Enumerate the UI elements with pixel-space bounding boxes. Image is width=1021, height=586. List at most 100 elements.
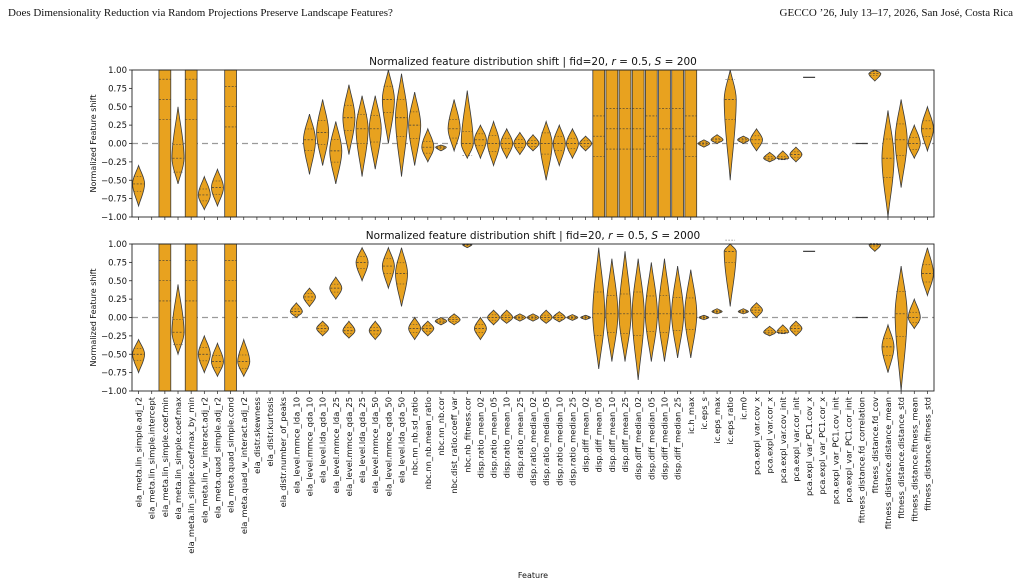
violin-body xyxy=(711,308,723,315)
violin-ela_level.lda_qda_10 xyxy=(316,320,330,337)
violin-body xyxy=(763,151,777,163)
y-tick-label: 1.00 xyxy=(108,240,127,250)
violin-pca.expl_var.cov_x xyxy=(750,302,763,319)
violin-body xyxy=(500,309,514,324)
violin-fitness_distance.fd_cov xyxy=(868,243,882,252)
violin-ela_level.mmce_lda_10 xyxy=(289,302,303,319)
violin-body xyxy=(408,91,422,166)
violin-body xyxy=(381,246,395,290)
x-tick-label: disp.diff_mean_10 xyxy=(607,397,617,472)
x-tick-label: ic.m0 xyxy=(738,397,748,420)
violin-disp.ratio_mean_02 xyxy=(473,316,487,341)
violin-disp.ratio_mean_10 xyxy=(500,127,514,160)
violin-pca.expl_var.cov_x xyxy=(750,127,763,152)
violin-body xyxy=(303,287,316,308)
x-tick-label: ic.eps_s xyxy=(699,397,709,430)
x-tick-label: pca.expl_var_PC1.cov_x xyxy=(804,397,814,496)
violin-ela_meta.lin_simple.coef.min xyxy=(158,243,172,392)
x-tick-label: ela_level.mmce_qda_25 xyxy=(344,397,354,496)
violin-disp.diff_median_05 xyxy=(644,262,658,362)
violin-nbc.nb_fitness.cor xyxy=(460,90,474,160)
violin-ela_level.mmce_qda_25 xyxy=(342,84,356,155)
x-tick-label: disp.ratio_median_02 xyxy=(528,397,538,486)
violin-fitness_distance.fitness_std xyxy=(920,105,934,153)
violin-body xyxy=(368,95,382,170)
x-tick-label: ela_meta.quad_simple.adj_r2 xyxy=(212,397,222,518)
violin-body xyxy=(645,69,658,218)
x-tick-label: disp.diff_mean_05 xyxy=(594,397,604,472)
violin-ela_meta.quad_simple.cond xyxy=(224,243,237,392)
x-tick-label: ela_level.lda_qda_25 xyxy=(357,397,367,483)
x-tick-label: ela_level.mmce_qda_10 xyxy=(304,397,314,496)
violin-body xyxy=(894,265,908,392)
title-s-value: 200 xyxy=(677,56,697,68)
violin-body xyxy=(907,123,921,160)
violin-ela_level.mmce_lda_25 xyxy=(329,121,343,184)
violin-fitness_distance.distance_mean xyxy=(881,323,895,373)
violin-body xyxy=(605,258,619,362)
violin-body xyxy=(435,144,447,152)
violin-disp.ratio_median_05 xyxy=(539,309,553,324)
violin-body xyxy=(907,297,921,330)
violin-disp.ratio_mean_25 xyxy=(513,131,527,156)
x-tick-label: disp.ratio_mean_05 xyxy=(489,397,499,478)
title-r-symbol: r xyxy=(611,56,616,68)
violin-body xyxy=(355,95,369,177)
violin-ela_meta.quad_w_interact.adj_r2 xyxy=(237,338,251,378)
x-tick-label: fitness_distance.fitness_std xyxy=(922,397,932,511)
violin-body xyxy=(395,247,408,307)
x-tick-label: ela_level.lda_qda_10 xyxy=(318,397,328,483)
x-tick-label: disp.ratio_median_25 xyxy=(567,397,577,486)
violin-body xyxy=(723,243,737,307)
x-tick-label: nbc.nb_fitness.cor xyxy=(462,396,472,472)
x-tick-label: disp.diff_median_02 xyxy=(633,397,643,480)
violin-nbc.nn_nb.cor xyxy=(434,317,448,326)
x-tick-label: fitness_distance.distance_mean xyxy=(883,397,893,529)
violin-disp.ratio_mean_25 xyxy=(513,313,527,322)
title-r-value: 0.5 xyxy=(631,56,648,68)
x-tick-label: disp.diff_median_10 xyxy=(659,397,669,480)
violin-body xyxy=(342,320,356,339)
violin-body xyxy=(868,243,882,252)
y-tick-label: 1.00 xyxy=(108,66,127,76)
y-tick-label: −0.75 xyxy=(101,195,127,205)
violin-disp.diff_mean_10 xyxy=(605,69,619,218)
violin-disp.diff_median_02 xyxy=(631,258,645,381)
title-r-eq: = xyxy=(612,230,627,242)
violin-disp.ratio_median_02 xyxy=(526,313,540,322)
violin-body xyxy=(539,309,553,324)
violin-ela_level.lda_qda_50 xyxy=(395,73,408,177)
y-tick-label: −1.00 xyxy=(101,213,127,223)
violin-disp.ratio_median_05 xyxy=(539,119,553,181)
running-header-venue: GECCO ’26, July 13–17, 2026, San José, C… xyxy=(779,7,1013,19)
x-tick-label: ela_level.lda_qda_50 xyxy=(397,397,407,483)
violin-disp.ratio_median_10 xyxy=(552,123,566,168)
violin-body xyxy=(539,119,553,181)
title-r-eq: = xyxy=(616,56,631,68)
violin-body xyxy=(671,265,685,358)
violin-body xyxy=(776,324,790,335)
violin-body xyxy=(881,110,895,218)
violin-pca.expl_var.cor_x xyxy=(763,325,777,337)
x-tick-label: ela_meta.quad_w_interact.adj_r2 xyxy=(239,397,249,534)
x-tick-label: pca.expl_var.cor_x xyxy=(765,397,775,474)
violin-ela_level.lda_qda_25 xyxy=(355,95,369,177)
x-tick-label: ic.eps_ratio xyxy=(725,397,735,444)
x-tick-label: disp.diff_mean_02 xyxy=(581,397,591,472)
chart-title: Normalized feature distribution shift | … xyxy=(369,56,697,68)
x-tick-label: disp.diff_median_25 xyxy=(673,397,683,480)
x-tick-label: ela_meta.lin_simple.intercept xyxy=(147,396,157,519)
panel-top: Normalized feature distribution shift | … xyxy=(89,56,935,223)
violin-ela_level.lda_qda_10 xyxy=(316,99,330,166)
title-sep: , xyxy=(645,230,652,242)
violin-ela_meta.quad_simple.adj_r2 xyxy=(211,341,224,378)
violin-disp.diff_median_25 xyxy=(671,265,685,358)
title-s-symbol: S xyxy=(655,56,662,68)
violin-fitness_distance.fitness_mean xyxy=(907,297,921,330)
x-tick-label: fitness_distance.fd_cov xyxy=(870,397,880,493)
violin-body xyxy=(526,133,540,152)
x-tick-label: disp.diff_median_05 xyxy=(646,397,656,480)
y-tick-label: −0.25 xyxy=(101,332,127,342)
violin-body xyxy=(355,246,369,283)
y-tick-label: −0.75 xyxy=(101,369,127,379)
